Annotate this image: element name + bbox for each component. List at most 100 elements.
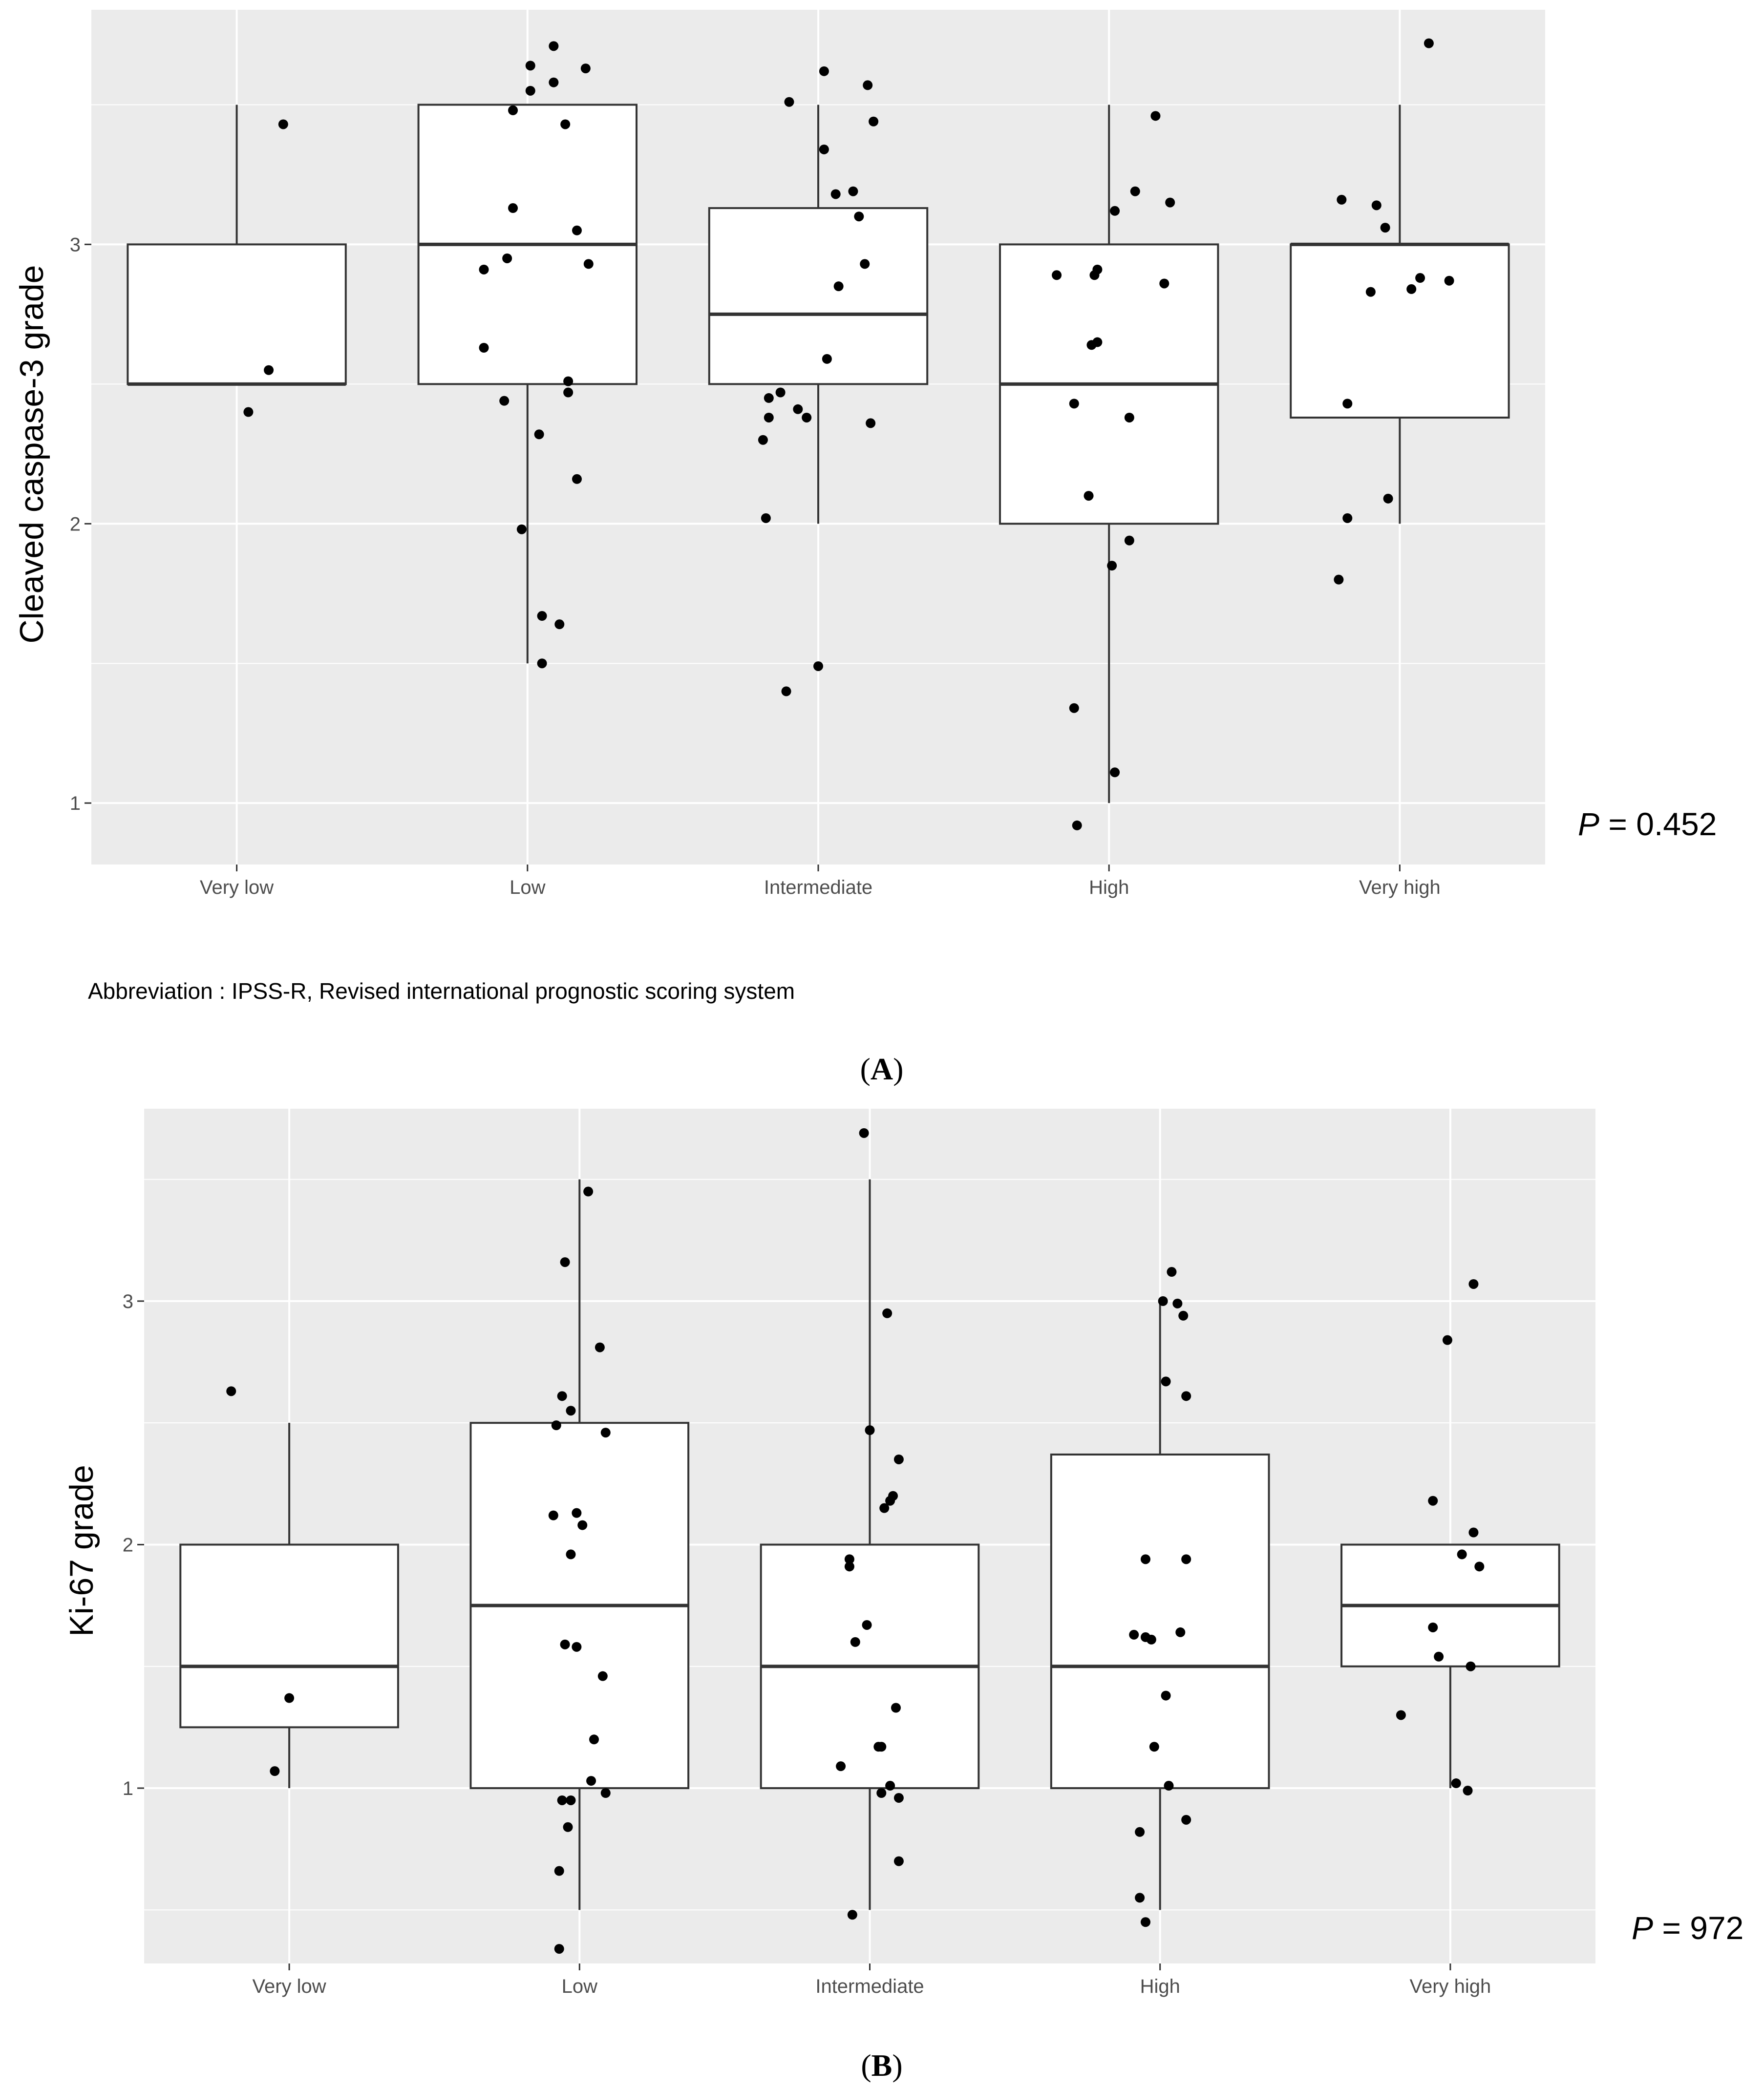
chart-a-data-point	[534, 429, 544, 440]
chart-a-data-point	[1110, 206, 1120, 216]
chart-b-data-point	[1158, 1296, 1168, 1306]
chart-b-data-point	[844, 1554, 854, 1564]
chart-a-data-point	[1069, 703, 1079, 713]
chart-a-data-point	[1337, 194, 1347, 205]
chart-b-data-point	[563, 1822, 573, 1832]
chart-b-data-point	[284, 1693, 295, 1703]
chart-a-data-point	[1383, 493, 1393, 504]
chart-b-data-point	[850, 1637, 860, 1647]
chart-b-xtick-label-2: Intermediate	[815, 1976, 924, 1997]
chart-a-ytick-label-2: 3	[70, 234, 81, 255]
chart-b-xtick-label-1: Low	[562, 1976, 597, 1997]
chart-a-plot-area: 1 2 3 Very low Low Intermediate High Very high	[70, 10, 1545, 898]
chart-a-data-point	[1150, 111, 1161, 121]
chart-a-data-point	[775, 387, 786, 398]
chart-b-data-point	[1468, 1527, 1479, 1538]
panel-label-b-letter: B	[871, 2048, 893, 2083]
chart-a-data-point	[1092, 337, 1103, 347]
chart-b-box-3	[1050, 1453, 1270, 1790]
chart-a-data-point	[1069, 399, 1079, 409]
chart-a-data-point	[516, 524, 527, 534]
chart-b-data-point	[1161, 1376, 1171, 1387]
chart-b-data-point	[583, 1186, 594, 1197]
chart-b-data-point	[1463, 1786, 1473, 1796]
chart-a-data-point	[1415, 273, 1425, 283]
chart-b-p-value: P = 972	[1632, 1910, 1743, 1946]
chart-b-data-point	[862, 1620, 872, 1630]
chart-a-data-point	[1124, 412, 1134, 422]
chart-b-data-point	[1146, 1634, 1156, 1645]
chart-a-data-point	[1092, 264, 1103, 274]
chart-a-data-point	[764, 393, 774, 403]
chart-a-data-point	[764, 412, 774, 422]
chart-b-data-point	[595, 1342, 605, 1352]
chart-a-data-point	[1107, 561, 1117, 571]
chart-a-data-point	[243, 407, 254, 417]
chart-a-data-point	[583, 259, 594, 269]
chart-a-data-point	[554, 619, 565, 630]
chart-a-data-point	[1052, 270, 1062, 280]
chart-b-data-point	[847, 1910, 857, 1920]
chart-b-data-point	[859, 1128, 869, 1138]
chart-b-data-point	[577, 1520, 588, 1530]
chart-b-data-point	[1178, 1310, 1189, 1321]
chart-b-data-point	[589, 1734, 599, 1745]
chart-a-xtick-label-2: Intermediate	[764, 877, 872, 898]
chart-a-data-point	[1444, 275, 1454, 286]
chart-a-data-point	[1371, 200, 1381, 211]
chart-b-data-point	[1181, 1815, 1191, 1825]
chart-a-data-point	[813, 661, 823, 671]
chart-a-data-point	[822, 354, 832, 364]
chart-a-data-point	[1342, 513, 1353, 523]
chart-b-data-point	[1140, 1554, 1150, 1564]
chart-a-data-point	[758, 435, 768, 445]
chart-a-data-point	[1342, 399, 1353, 409]
chart-a-data-point	[863, 80, 873, 90]
chart-a-data-point	[819, 144, 829, 154]
chart-a-xtick-label-3: High	[1089, 877, 1129, 898]
chart-b-data-point	[879, 1503, 890, 1513]
chart-b-ytick-label-2: 3	[123, 1291, 133, 1312]
chart-a-data-point	[1424, 38, 1434, 48]
chart-b-data-point	[1164, 1781, 1174, 1791]
chart-b-plot-area: 1 2 3 Very low Low Intermediate High Very high	[123, 1109, 1595, 1997]
chart-b-p-text: = 972	[1653, 1910, 1743, 1946]
panel-label-b: (B)	[861, 2048, 902, 2083]
chart-b-data-point	[1466, 1661, 1476, 1671]
chart-a-data-point	[1159, 278, 1169, 289]
chart-b-data-point	[1457, 1549, 1467, 1560]
chart-b-data-point	[1129, 1629, 1139, 1640]
chart-b-data-point	[1396, 1710, 1406, 1720]
chart-b-data-point	[597, 1671, 608, 1681]
chart-a-data-point	[1130, 186, 1140, 196]
chart-a-box-4	[1290, 243, 1510, 419]
chart-a-data-point	[819, 66, 829, 76]
chart-a-box-2	[708, 207, 929, 385]
chart-a-data-point	[264, 365, 274, 375]
chart-a-data-point	[854, 211, 864, 222]
chart-b-ytick-label-0: 1	[123, 1778, 133, 1799]
chart-b-data-point	[554, 1866, 564, 1876]
chart-b-data-point	[226, 1386, 236, 1396]
chart-a-xtick-label-4: Very high	[1359, 877, 1441, 898]
chart-a-data-point	[537, 658, 547, 669]
chart-a-xtick-label-1: Low	[510, 877, 545, 898]
chart-b-data-point	[836, 1761, 846, 1772]
chart-b-data-point	[566, 1795, 576, 1805]
chart-a-data-point	[761, 513, 771, 523]
chart-a-data-point	[549, 77, 559, 87]
chart-a-data-point	[1406, 284, 1417, 294]
chart-b-data-point	[1135, 1827, 1145, 1837]
chart-a-p-value: P = 0.452	[1578, 806, 1717, 842]
chart-b-data-point	[885, 1781, 895, 1791]
chart-b-xtick-label-0: Very low	[253, 1976, 326, 1997]
chart-b-data-point	[1149, 1742, 1159, 1752]
chart-a-data-point	[572, 225, 582, 235]
chart-a-data-point	[1084, 491, 1094, 501]
chart-b-data-point	[891, 1703, 901, 1713]
chart-b-data-point	[1474, 1561, 1485, 1572]
chart-b-data-point	[1434, 1651, 1444, 1662]
chart-b-data-point	[560, 1257, 570, 1267]
chart-a-data-point	[580, 63, 591, 74]
